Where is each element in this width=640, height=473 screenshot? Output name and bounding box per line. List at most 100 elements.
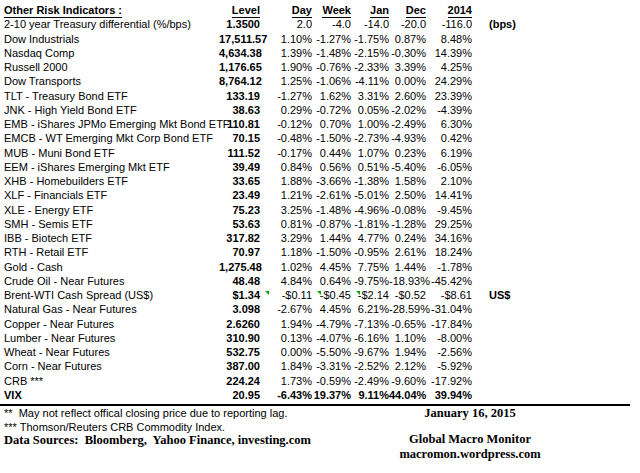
cell-2014: -17.84% xyxy=(426,317,472,331)
cell-jan: -6.16% xyxy=(351,331,389,345)
cell-jan: -2.52% xyxy=(351,359,389,373)
cell-week-value: -1.48% xyxy=(316,204,351,216)
cell-2014: -1.78% xyxy=(426,260,472,274)
row-label: Natural Gas - Near Futures xyxy=(0,302,219,316)
cell-jan-value: -5.01% xyxy=(354,189,389,201)
cell-day-value: 1.25% xyxy=(281,75,312,87)
cell-day-value: 1.88% xyxy=(281,175,312,187)
cell-2014: -45.42% xyxy=(426,274,472,288)
cell-jan-value: -14.0 xyxy=(364,18,389,30)
cell-week-value: 0.70% xyxy=(320,118,351,130)
row-label: Corn - Near Futures xyxy=(0,359,219,373)
row-label: 2-10 year Treasury differential (%/bps) xyxy=(0,17,219,31)
footnote-crb-index: *** Thomson/Reuters CRB Commodity Index. xyxy=(4,421,225,433)
cell-day: -6.43% xyxy=(260,388,312,402)
cell-level: 70.97 xyxy=(219,245,260,259)
table-row: XHB - Homebuilders ETF 33.65 1.88% -3.66… xyxy=(0,174,640,188)
table-row: Corn - Near Futures 387.00 1.84% -3.31% … xyxy=(0,359,640,373)
cell-2014: 23.39% xyxy=(426,89,472,103)
cell-2014: 29.25% xyxy=(426,217,472,231)
cell-day-value: 1.02% xyxy=(281,261,312,273)
cell-jan-value: -$2.14 xyxy=(358,289,389,301)
cell-jan-value: -1.81% xyxy=(354,218,389,230)
cell-week-value: 4.45% xyxy=(320,303,351,315)
row-label: IBB - Biotech ETF xyxy=(0,231,219,245)
comment-flag-icon xyxy=(317,291,321,295)
cell-week-value: 19.37% xyxy=(314,389,351,401)
cell-jan: 1.00% xyxy=(351,117,389,131)
cell-week: -3.31% xyxy=(312,359,351,373)
cell-jan-value: 4.77% xyxy=(358,232,389,244)
column-header-dec: Dec xyxy=(406,3,426,18)
cell-jan: -4.11% xyxy=(351,74,389,88)
cell-jan: -$2.14 xyxy=(351,288,389,302)
cell-day: 0.29% xyxy=(260,103,312,117)
cell-week-value: -3.31% xyxy=(316,360,351,372)
cell-jan-value: -9.75% xyxy=(354,275,389,287)
table-body: 2-10 year Treasury differential (%/bps) … xyxy=(0,17,640,402)
cell-day-value: -0.17% xyxy=(277,147,312,159)
row-label: VIX xyxy=(0,388,219,402)
cell-day-value: -0.12% xyxy=(277,118,312,130)
cell-week: 1.44% xyxy=(312,231,351,245)
cell-2014: 2.10% xyxy=(426,174,472,188)
cell-dec: 2.12% xyxy=(389,359,426,373)
cell-day: 1.90% xyxy=(260,60,312,74)
cell-day: 1.21% xyxy=(260,188,312,202)
table-row: TLT - Treasury Bond ETF 133.19 -1.27% 1.… xyxy=(0,89,640,103)
cell-day-value: 1.18% xyxy=(281,246,312,258)
cell-jan: 9.11% xyxy=(351,388,389,402)
table-row: MUB - Muni Bond ETF 111.52 -0.17% 0.44% … xyxy=(0,146,640,160)
cell-day-value: 0.13% xyxy=(281,332,312,344)
cell-day-value: 3.25% xyxy=(281,204,312,216)
cell-2014: 8.48% xyxy=(426,32,472,46)
cell-2014: 14.41% xyxy=(426,188,472,202)
cell-week-value: -4.0 xyxy=(332,18,351,30)
cell-level: 387.00 xyxy=(219,359,260,373)
cell-suffix: (bps) xyxy=(472,17,579,31)
row-label: JNK - High Yield Bond ETF xyxy=(0,103,219,117)
table-row: Crude Oil - Near Futures 48.48 4.84% 0.6… xyxy=(0,274,640,288)
cell-jan-value: -4.11% xyxy=(355,75,389,87)
cell-dec: 1.44% xyxy=(389,260,426,274)
cell-week-value: -$0.45 xyxy=(320,289,351,301)
row-label: XHB - Homebuilders ETF xyxy=(0,174,219,188)
cell-level: 17,511.57 xyxy=(219,32,260,46)
cell-jan: -1.75% xyxy=(351,32,389,46)
brand-url: macromon.wordpress.com xyxy=(340,447,600,462)
comment-flag-icon xyxy=(265,291,269,295)
cell-dec: -20.0 xyxy=(389,17,426,31)
cell-dec: -4.93% xyxy=(389,131,426,145)
cell-week-value: 4.45% xyxy=(320,261,351,273)
cell-jan: -0.95% xyxy=(351,245,389,259)
row-label: XLE - Energy ETF xyxy=(0,203,219,217)
cell-day: 4.84% xyxy=(260,274,312,288)
cell-2014: 4.25% xyxy=(426,60,472,74)
row-label: Russell 2000 xyxy=(0,60,219,74)
cell-week: -0.87% xyxy=(312,217,351,231)
cell-day: 0.81% xyxy=(260,217,312,231)
cell-2014: 0.42% xyxy=(426,131,472,145)
cell-jan: -2.49% xyxy=(351,374,389,388)
cell-dec: 2.50% xyxy=(389,188,426,202)
cell-day-value: -$0.11 xyxy=(282,289,312,301)
cell-day: -$0.11 xyxy=(260,288,312,302)
cell-level: 48.48 xyxy=(219,274,260,288)
cell-jan-value: -2.15% xyxy=(354,47,389,59)
cell-day-value: 2.0 xyxy=(297,18,312,30)
header-cell-week: Week xyxy=(312,3,351,18)
cell-2014: -4.39% xyxy=(426,103,472,117)
cell-dec: 0.23% xyxy=(389,146,426,160)
table-row: EMB - iShares JPMo Emerging Mkt Bond ETF… xyxy=(0,117,640,131)
cell-day-value: 1.21% xyxy=(281,189,312,201)
report-date: January 16, 2015 xyxy=(340,406,600,421)
cell-week: 0.44% xyxy=(312,146,351,160)
cell-2014: -6.05% xyxy=(426,160,472,174)
table-row: VIX 20.95 -6.43% 19.37% 9.11% 44.04% 39.… xyxy=(0,388,640,402)
row-label: MUB - Muni Bond ETF xyxy=(0,146,219,160)
cell-day: 1.84% xyxy=(260,359,312,373)
table-row: Lumber - Near Futures 310.90 0.13% -4.07… xyxy=(0,331,640,345)
cell-week-value: 1.62% xyxy=(320,90,351,102)
cell-week-value: 0.64% xyxy=(320,275,351,287)
cell-level: 532.75 xyxy=(219,345,260,359)
